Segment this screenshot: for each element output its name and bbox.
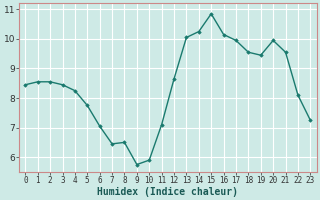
X-axis label: Humidex (Indice chaleur): Humidex (Indice chaleur) <box>97 186 238 197</box>
